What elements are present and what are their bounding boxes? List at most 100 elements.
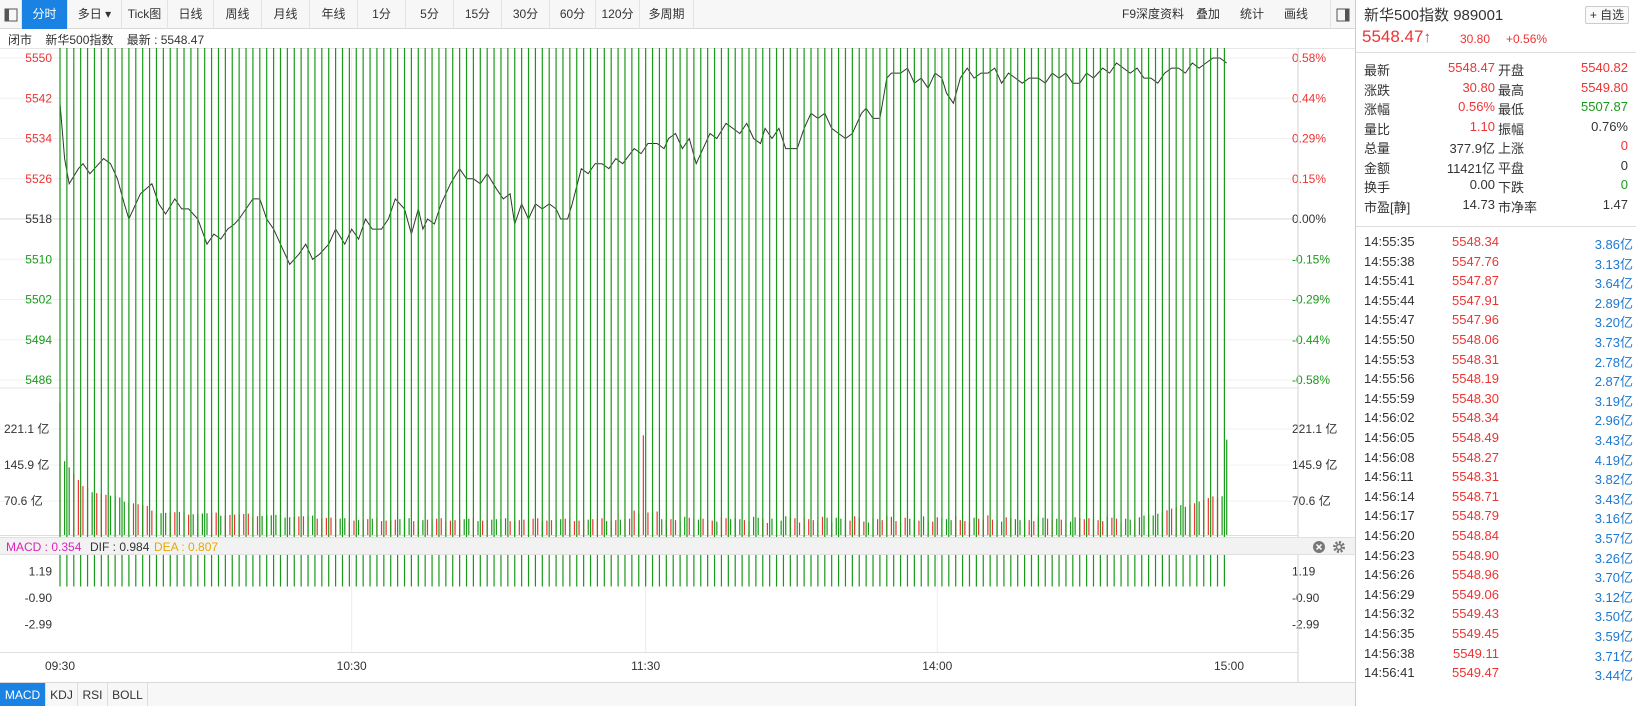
tab-boll[interactable]: BOLL bbox=[108, 683, 148, 706]
tick-price: 5549.06 bbox=[1452, 586, 1499, 602]
tab-1min[interactable]: 1分 bbox=[358, 0, 406, 29]
price-tick-label: 5486 bbox=[25, 373, 52, 387]
dea-value: DEA : 0.807 bbox=[154, 540, 219, 554]
quote-label: 最新 bbox=[1364, 63, 1391, 78]
tick-row: 14:55:59 5548.30 3.19亿 bbox=[1356, 390, 1636, 410]
tick-price: 5548.06 bbox=[1452, 332, 1499, 347]
quote-row: 金额 11421亿 平盘 0 bbox=[1356, 157, 1636, 177]
overlay-button[interactable]: 叠加 bbox=[1196, 7, 1221, 21]
tab-5min[interactable]: 5分 bbox=[406, 0, 454, 29]
tick-time: 14:55:53 bbox=[1364, 351, 1415, 367]
price-change: 30.80 bbox=[1460, 32, 1491, 46]
tick-price: 5548.34 bbox=[1452, 410, 1499, 426]
time-axis-label: 15:00 bbox=[1214, 659, 1244, 673]
tab-kdj[interactable]: KDJ bbox=[46, 683, 78, 706]
quote-value: 14.73 bbox=[1462, 196, 1495, 212]
quote-row: 市盈[静] 14.73 市净率 1.47 bbox=[1356, 196, 1636, 216]
price-tick-label: 5542 bbox=[25, 91, 52, 105]
dif-value: DIF : 0.984 bbox=[90, 540, 150, 554]
macd-histogram bbox=[59, 48, 1226, 587]
tick-row: 14:55:35 5548.34 3.86亿 bbox=[1356, 233, 1636, 253]
tab-monthly[interactable]: 月线 bbox=[262, 0, 310, 29]
volume-tick-label: 221.1 亿 bbox=[4, 421, 49, 436]
tab-daily[interactable]: 日线 bbox=[168, 0, 214, 29]
add-watchlist-button[interactable]: + 自选 bbox=[1585, 6, 1629, 24]
right-panel-toggle-button[interactable] bbox=[1330, 0, 1355, 29]
tab-intraday[interactable]: 分时 bbox=[22, 0, 68, 29]
quote-label: 总量 bbox=[1364, 141, 1391, 156]
tick-volume: 3.43亿 bbox=[1594, 433, 1633, 448]
tick-time: 14:55:59 bbox=[1364, 390, 1415, 406]
quote-table: 最新 5548.47 开盘 5540.82 涨跌 30.80 最高 5549.80 涨幅 0.56… bbox=[1356, 52, 1636, 227]
quote-label: 下跌 bbox=[1498, 180, 1525, 195]
tick-price: 5548.31 bbox=[1452, 351, 1499, 367]
macd-value: MACD : 0.354 bbox=[6, 540, 82, 554]
tick-time: 14:56:26 bbox=[1364, 567, 1415, 583]
tab-multi-day[interactable]: 多日 ▾ bbox=[68, 0, 122, 29]
tick-price: 5549.43 bbox=[1452, 606, 1499, 622]
draw-button[interactable]: 画线 bbox=[1284, 7, 1309, 21]
volume-tick-label: 145.9 亿 bbox=[4, 457, 49, 472]
tick-time: 14:56:35 bbox=[1364, 626, 1415, 641]
tick-price: 5548.34 bbox=[1452, 234, 1499, 249]
quote-row: 涨幅 0.56% 最低 5507.87 bbox=[1356, 98, 1636, 118]
tab-30min[interactable]: 30分 bbox=[502, 0, 550, 29]
gear-icon[interactable] bbox=[1332, 540, 1346, 554]
tab-60min[interactable]: 60分 bbox=[550, 0, 596, 29]
tick-row: 14:55:47 5547.96 3.20亿 bbox=[1356, 311, 1636, 331]
quote-value: 5507.87 bbox=[1581, 99, 1628, 114]
percent-tick-label: -0.29% bbox=[1292, 293, 1330, 307]
chart-background bbox=[0, 48, 1355, 682]
tick-time: 14:56:29 bbox=[1364, 586, 1415, 602]
tab-yearly[interactable]: 年线 bbox=[310, 0, 358, 29]
quote-row: 涨跌 30.80 最高 5549.80 bbox=[1356, 79, 1636, 99]
tick-volume: 2.87亿 bbox=[1594, 374, 1633, 390]
quote-label: 上涨 bbox=[1498, 141, 1525, 156]
tab-rsi[interactable]: RSI bbox=[78, 683, 108, 706]
quote-panel: 新华500指数 989001 + 自选 5548.47↑ 30.80 +0.56… bbox=[1355, 0, 1636, 706]
quote-label: 换手 bbox=[1364, 180, 1391, 195]
tick-volume: 3.64亿 bbox=[1594, 276, 1633, 292]
tick-row: 14:56:29 5549.06 3.12亿 bbox=[1356, 586, 1636, 606]
tab-macd[interactable]: MACD bbox=[0, 683, 46, 706]
tab-multi-period[interactable]: 多周期 bbox=[640, 0, 694, 29]
tick-price: 5548.30 bbox=[1452, 390, 1499, 406]
tick-row: 14:56:05 5548.49 3.43亿 bbox=[1356, 429, 1636, 449]
quote-value: 11421亿 bbox=[1446, 160, 1495, 176]
panel-icon bbox=[1336, 8, 1350, 22]
quote-value: 5549.80 bbox=[1581, 79, 1628, 95]
tick-time: 14:56:08 bbox=[1364, 449, 1415, 465]
sidebar-toggle-button[interactable] bbox=[0, 0, 22, 29]
tick-volume: 3.16亿 bbox=[1594, 511, 1633, 527]
tick-volume: 2.78亿 bbox=[1594, 354, 1633, 370]
tab-15min[interactable]: 15分 bbox=[454, 0, 502, 29]
tick-price: 5548.79 bbox=[1452, 508, 1499, 524]
tick-row: 14:56:32 5549.43 3.50亿 bbox=[1356, 605, 1636, 625]
price-value: 5548.47 bbox=[1362, 27, 1424, 46]
tab-tick[interactable]: Tick图 bbox=[122, 0, 168, 29]
tick-price: 5547.96 bbox=[1452, 312, 1499, 328]
tick-time: 14:56:14 bbox=[1364, 488, 1415, 504]
tick-price: 5548.96 bbox=[1452, 567, 1499, 583]
tick-time: 14:55:38 bbox=[1364, 253, 1415, 269]
tab-weekly[interactable]: 周线 bbox=[214, 0, 262, 29]
security-code: 989001 bbox=[1453, 7, 1504, 24]
volume-tick-label-right: 70.6 亿 bbox=[1292, 493, 1331, 508]
statistics-button[interactable]: 统计 bbox=[1240, 7, 1265, 21]
close-icon[interactable] bbox=[1312, 540, 1326, 554]
quote-value: 1.10 bbox=[1469, 118, 1495, 134]
time-axis-label: 09:30 bbox=[45, 659, 75, 673]
tick-volume: 2.89亿 bbox=[1594, 295, 1633, 311]
tick-volume: 3.19亿 bbox=[1594, 393, 1633, 409]
tab-120min[interactable]: 120分 bbox=[596, 0, 640, 29]
quote-value: 0.76% bbox=[1591, 118, 1628, 134]
f9-profile-button[interactable]: F9深度资料 bbox=[1122, 7, 1185, 21]
price-tick-label: 5502 bbox=[25, 293, 52, 307]
quote-row: 量比 1.10 振幅 0.76% bbox=[1356, 118, 1636, 138]
quote-value: 377.9亿 bbox=[1449, 141, 1495, 156]
tick-volume: 4.19亿 bbox=[1594, 452, 1633, 468]
quote-label: 涨跌 bbox=[1364, 82, 1391, 98]
tick-row: 14:56:23 5548.90 3.26亿 bbox=[1356, 547, 1636, 567]
tick-price: 5548.84 bbox=[1452, 528, 1499, 543]
tick-row: 14:56:26 5548.96 3.70亿 bbox=[1356, 566, 1636, 586]
